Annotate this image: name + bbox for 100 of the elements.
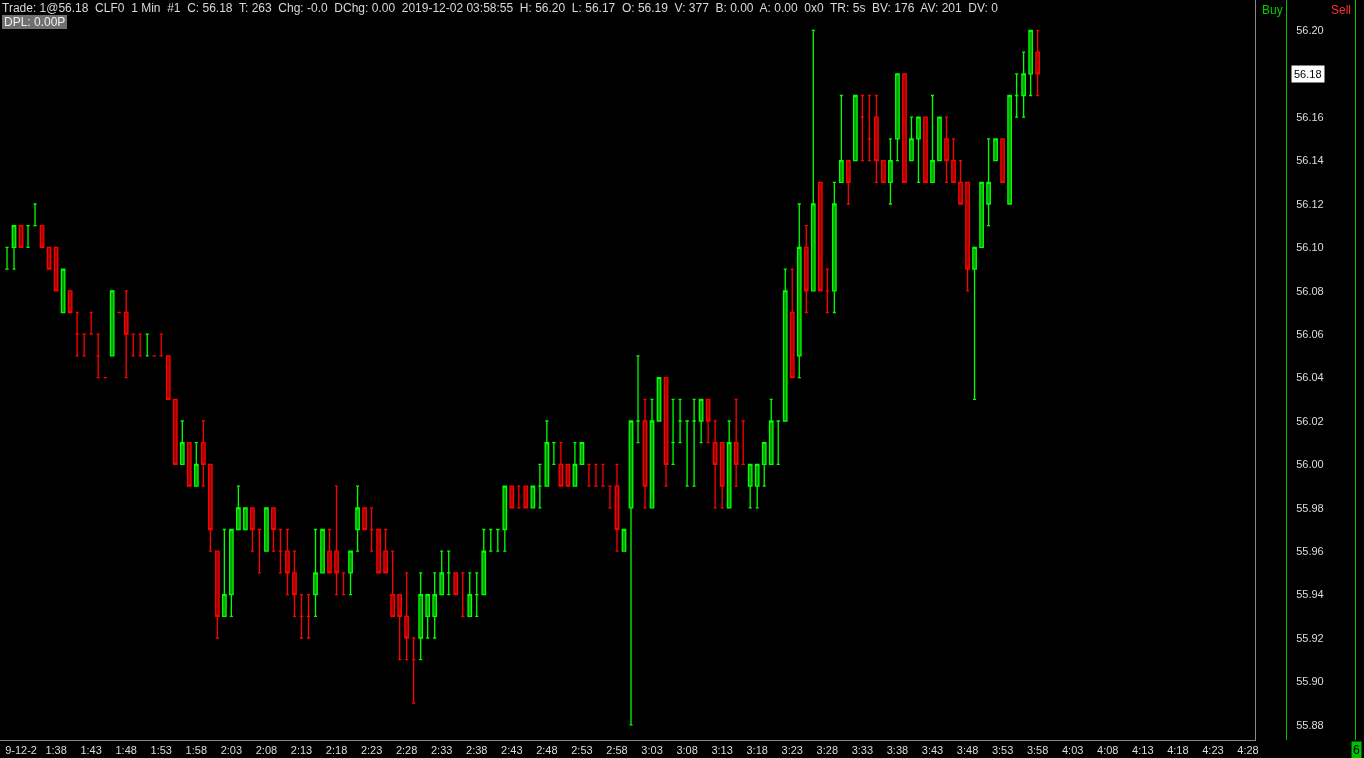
y-tick-label: 56.16: [1296, 111, 1324, 124]
candlestick: [236, 485, 241, 531]
y-tick-label: 56.20: [1296, 24, 1324, 37]
candlestick: [958, 159, 963, 205]
candlestick: [1014, 73, 1019, 118]
candlestick: [390, 550, 395, 617]
candlestick: [677, 398, 683, 444]
y-tick-label: 55.98: [1296, 501, 1324, 514]
x-tick-label: 9-12-2: [5, 744, 37, 757]
x-tick-label: 3:53: [991, 744, 1014, 757]
candlestick: [1000, 138, 1005, 183]
candlestick: [341, 572, 346, 596]
candlestick: [95, 333, 101, 379]
text: Buy: [1262, 3, 1283, 17]
candlestick: [137, 333, 143, 357]
candlestick: [172, 398, 178, 466]
candlestick: [523, 485, 529, 509]
candlestick: [369, 507, 374, 552]
candlestick: [4, 246, 10, 270]
candlestick: [838, 94, 844, 183]
y-tick-label: 55.88: [1296, 718, 1324, 731]
candlestick: [537, 463, 543, 509]
y-tick-label: 56.12: [1296, 197, 1324, 210]
x-tick-label: 3:58: [1026, 744, 1049, 757]
candlestick: [1007, 94, 1012, 205]
candlestick: [193, 442, 199, 487]
y-tick-label: 56.10: [1296, 241, 1324, 254]
candlestick: [130, 333, 136, 357]
candlestick: [965, 181, 970, 292]
candlestick: [320, 528, 325, 574]
candlestick: [831, 181, 837, 314]
y-tick-label: 55.94: [1296, 588, 1324, 601]
candlestick: [123, 290, 129, 379]
candlestick: [614, 463, 620, 552]
candlestick: [874, 94, 879, 183]
candlestick: [348, 550, 353, 596]
candlestick: [972, 246, 977, 400]
y-tick-label: 56.08: [1296, 284, 1324, 297]
candlestick: [586, 463, 592, 487]
candlestick: [207, 463, 213, 552]
candlestick: [740, 420, 746, 466]
y-tick-label: 56.02: [1296, 414, 1324, 427]
x-tick-label: 1:53: [150, 744, 172, 757]
candlestick: [474, 572, 480, 617]
x-tick-label: 1:48: [115, 744, 137, 757]
x-tick-label: 3:08: [676, 744, 698, 757]
candlestick: [165, 355, 171, 400]
candlestick: [186, 442, 192, 487]
candlestick: [642, 398, 648, 509]
candlestick: [250, 507, 255, 552]
candlestick: [327, 528, 332, 574]
text: 56.18: [1294, 68, 1322, 80]
candlestick: [383, 528, 388, 574]
candlestick: [979, 181, 984, 249]
x-tick-label: 1:58: [185, 744, 208, 757]
candlestick: [691, 398, 697, 487]
y-tick-label: 55.92: [1296, 631, 1324, 644]
candlestick: [355, 485, 360, 552]
candlestick: [516, 485, 522, 509]
candlestick: [292, 550, 297, 617]
candlestick: [803, 225, 809, 314]
text: DPL: 0.00P: [2, 15, 68, 29]
x-tick-label: 4:13: [1132, 744, 1154, 757]
x-tick-label: 2:53: [571, 744, 593, 757]
candlestick: [572, 442, 578, 487]
candlestick: [698, 398, 704, 444]
candlestick: [432, 572, 438, 639]
x-tick-label: 2:58: [606, 744, 628, 757]
candlestick: [551, 442, 557, 466]
x-tick-label: 1:38: [45, 744, 67, 757]
candlestick: [460, 572, 466, 617]
x-tick-label: 2:08: [255, 744, 278, 757]
x-tick-label: 3:33: [851, 744, 874, 757]
candlestick: [824, 268, 830, 314]
x-tick-label: 2:33: [430, 744, 453, 757]
candlestick: [719, 442, 725, 509]
candlestick: [25, 225, 31, 249]
candlestick: [362, 507, 367, 531]
candlestick: [593, 463, 599, 487]
candlestick: [923, 116, 928, 183]
x-tick-label: 3:43: [921, 744, 944, 757]
y-tick-label: 55.90: [1296, 675, 1324, 688]
candlestick: [397, 593, 402, 661]
candlestick: [271, 507, 276, 552]
y-tick-label: 56.00: [1296, 458, 1324, 471]
candlestick: [257, 528, 262, 574]
candlestick: [867, 94, 872, 162]
x-tick-label: 3:03: [641, 744, 663, 757]
candlestick: [712, 420, 718, 509]
candlestick: [81, 333, 87, 357]
candlestick: [109, 290, 115, 357]
x-tick-label: 2:23: [360, 744, 383, 757]
candlestick: [32, 203, 38, 227]
candlestick: [860, 94, 865, 162]
candlestick: [306, 593, 311, 639]
x-tick-label: 4:03: [1062, 744, 1084, 757]
candlestick: [425, 593, 431, 639]
candlestick: [628, 420, 634, 726]
candlestick: [334, 485, 339, 596]
x-tick-label: 4:28: [1237, 744, 1259, 757]
